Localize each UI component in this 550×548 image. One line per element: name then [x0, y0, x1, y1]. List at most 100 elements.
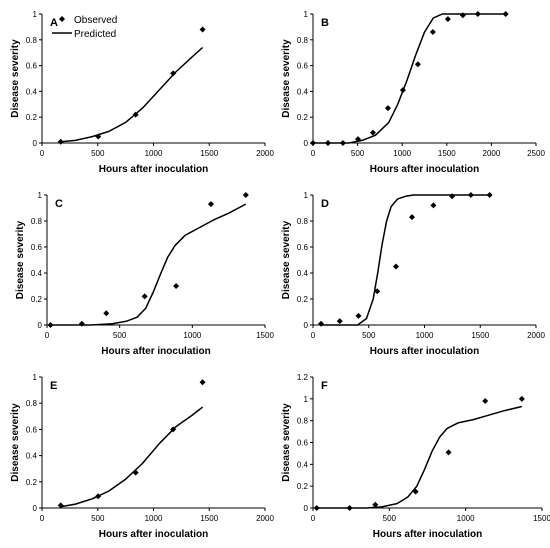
observed-point [355, 312, 362, 319]
y-tick-label: 0.8 [297, 217, 309, 226]
observed-point [242, 192, 249, 198]
observed-point [459, 12, 466, 19]
predicted-line [321, 194, 490, 326]
x-tick-label: 1500 [200, 149, 218, 158]
legend-observed-marker [59, 16, 65, 22]
y-tick-label: 0.6 [26, 62, 38, 71]
predicted-line [316, 405, 522, 509]
y-tick-label: 0.2 [297, 295, 309, 304]
observed-point [207, 201, 214, 208]
panel-label: F [321, 380, 328, 392]
observed-point [374, 288, 381, 295]
x-tick-label: 0 [45, 331, 50, 340]
y-tick-label: 0.4 [26, 452, 38, 461]
panel-label: E [50, 380, 57, 392]
x-tick-label: 1000 [416, 331, 434, 340]
x-tick-label: 1500 [438, 149, 456, 158]
x-tick-label: 0 [40, 514, 45, 523]
y-tick-label: 0.2 [297, 113, 309, 122]
y-tick-label: 0 [304, 139, 309, 148]
y-tick-label: 1 [33, 10, 38, 19]
y-tick-label: 1 [38, 191, 43, 200]
observed-point [429, 29, 436, 36]
observed-point [47, 322, 54, 328]
y-tick-label: 0 [38, 321, 43, 330]
observed-point [449, 193, 456, 200]
observed-point [430, 202, 437, 209]
x-axis-title: Hours after inoculation [99, 164, 208, 175]
predicted-line [50, 203, 247, 326]
observed-point [414, 61, 421, 68]
observed-point [369, 129, 376, 136]
x-tick-label: 500 [91, 514, 105, 523]
y-tick-label: 1.2 [297, 373, 309, 382]
observed-point [170, 70, 177, 77]
panel-label: A [50, 17, 58, 29]
y-tick-label: 0 [304, 504, 309, 513]
y-tick-label: 0.2 [297, 482, 309, 491]
observed-point [372, 501, 379, 508]
predicted-line [60, 406, 204, 508]
y-axis-title: Disease severity [281, 403, 292, 482]
y-tick-label: 0.6 [297, 243, 309, 252]
y-tick-label: 0.6 [297, 62, 309, 71]
y-axis-title: Disease severity [10, 39, 21, 118]
y-tick-label: 0.4 [26, 87, 38, 96]
x-tick-label: 0 [40, 149, 45, 158]
y-tick-label: 0.2 [31, 295, 43, 304]
observed-point [392, 263, 399, 270]
observed-point [199, 379, 206, 386]
x-axis-title: Hours after inoculation [99, 529, 208, 540]
panel-label: D [321, 198, 329, 210]
x-tick-label: 1500 [471, 331, 489, 340]
observed-point [336, 318, 343, 325]
y-tick-label: 0 [304, 321, 309, 330]
observed-point [318, 320, 325, 327]
x-tick-label: 2000 [483, 149, 501, 158]
legend-predicted-label: Predicted [74, 29, 116, 40]
observed-point [409, 214, 416, 221]
y-axis-title: Disease severity [281, 39, 292, 118]
observed-point [199, 26, 206, 33]
x-axis-title: Hours after inoculation [370, 346, 479, 357]
observed-point [313, 505, 320, 511]
y-tick-label: 0.4 [297, 460, 309, 469]
x-tick-label: 0 [311, 149, 316, 158]
observed-point [444, 16, 451, 23]
observed-point [57, 502, 64, 509]
y-tick-label: 0.6 [297, 439, 309, 448]
y-axis-title: Disease severity [281, 220, 292, 299]
observed-point [173, 283, 180, 289]
x-tick-label: 2000 [527, 331, 545, 340]
y-tick-label: 0.8 [26, 399, 38, 408]
observed-point [78, 320, 85, 327]
x-tick-label: 500 [351, 149, 365, 158]
x-tick-label: 2000 [256, 149, 274, 158]
observed-point [518, 395, 525, 402]
x-tick-label: 0 [311, 331, 316, 340]
y-tick-label: 0.8 [297, 36, 309, 45]
y-tick-label: 0.6 [26, 425, 38, 434]
y-tick-label: 0.4 [31, 269, 43, 278]
y-tick-label: 0.6 [31, 243, 43, 252]
predicted-line [313, 13, 506, 144]
y-tick-label: 0.2 [26, 113, 38, 122]
x-tick-label: 500 [91, 149, 105, 158]
y-tick-label: 1 [33, 373, 38, 382]
observed-point [141, 293, 148, 300]
y-tick-label: 1 [304, 395, 309, 404]
predicted-line [60, 46, 204, 143]
y-axis-title: Disease severity [15, 220, 26, 299]
x-axis-title: Hours after inoculation [101, 346, 210, 357]
x-tick-label: 500 [383, 514, 397, 523]
x-tick-label: 1000 [145, 149, 163, 158]
x-tick-label: 1500 [256, 331, 274, 340]
observed-point [445, 449, 452, 456]
x-tick-label: 1000 [145, 514, 163, 523]
x-tick-label: 1500 [200, 514, 218, 523]
panel-label: B [321, 17, 329, 29]
y-tick-label: 1 [304, 10, 309, 19]
observed-point [482, 398, 489, 405]
x-tick-label: 2500 [527, 149, 545, 158]
y-tick-label: 0 [33, 504, 38, 513]
